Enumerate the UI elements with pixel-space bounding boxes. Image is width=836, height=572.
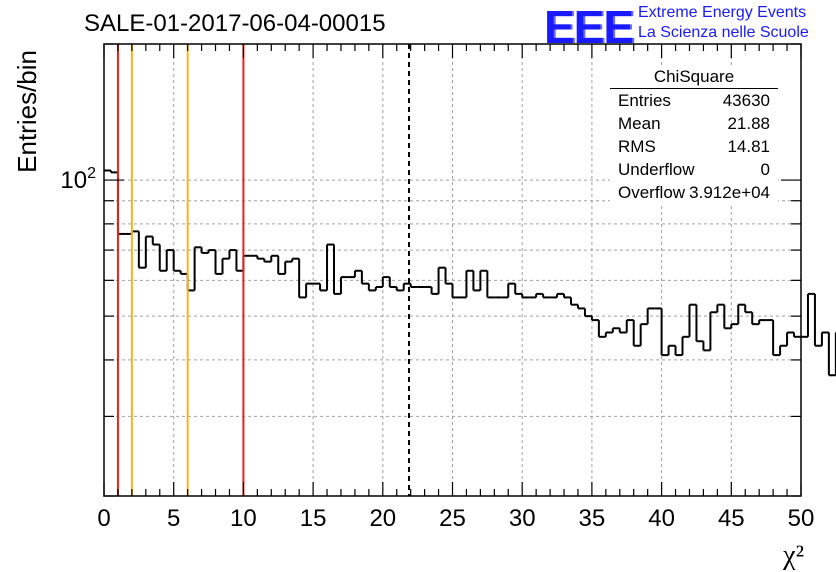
- stats-title: ChiSquare: [610, 66, 778, 89]
- stats-value: 0: [760, 160, 770, 179]
- x-tick-label: 45: [718, 505, 745, 532]
- stats-key: Overflow: [618, 183, 686, 202]
- stats-key: Entries: [618, 91, 671, 110]
- stats-row: Overflow 3.912e+04: [610, 181, 778, 204]
- x-tick-label: 35: [579, 505, 606, 532]
- eee-logo: EEE: [544, 1, 634, 53]
- x-tick-label: 30: [509, 505, 536, 532]
- stats-value: 14.81: [727, 137, 770, 156]
- x-axis-label: χ²: [782, 540, 804, 571]
- x-tick-label: 5: [167, 505, 180, 532]
- logo-line-2: La Scienza nelle Scuole: [638, 24, 809, 41]
- stats-box: ChiSquare Entries 43630 Mean 21.88 RMS 14.8…: [610, 66, 778, 204]
- y-tick-label: 102: [60, 165, 96, 194]
- x-tick-label: 40: [648, 505, 675, 532]
- stats-value: 3.912e+04: [689, 183, 770, 202]
- chart-title: SALE-01-2017-06-04-00015: [84, 10, 386, 37]
- x-tick-label: 20: [369, 505, 396, 532]
- x-tick-label: 15: [300, 505, 327, 532]
- logo-line-1: Extreme Energy Events: [638, 4, 807, 21]
- x-tick-label: 10: [230, 505, 257, 532]
- stats-row: RMS 14.81: [610, 135, 778, 158]
- stats-key: Underflow: [618, 160, 695, 179]
- stats-row: Entries 43630: [610, 89, 778, 112]
- stats-value: 21.88: [727, 114, 770, 133]
- stats-value: 43630: [722, 91, 770, 110]
- x-tick-label: 25: [439, 505, 466, 532]
- stats-key: Mean: [618, 114, 661, 133]
- stats-row: Underflow 0: [610, 158, 778, 181]
- stats-key: RMS: [618, 137, 656, 156]
- x-tick-label: 0: [97, 505, 110, 532]
- x-tick-label: 50: [788, 505, 815, 532]
- y-axis-label: Entries/bin: [12, 50, 42, 173]
- stats-row: Mean 21.88: [610, 112, 778, 135]
